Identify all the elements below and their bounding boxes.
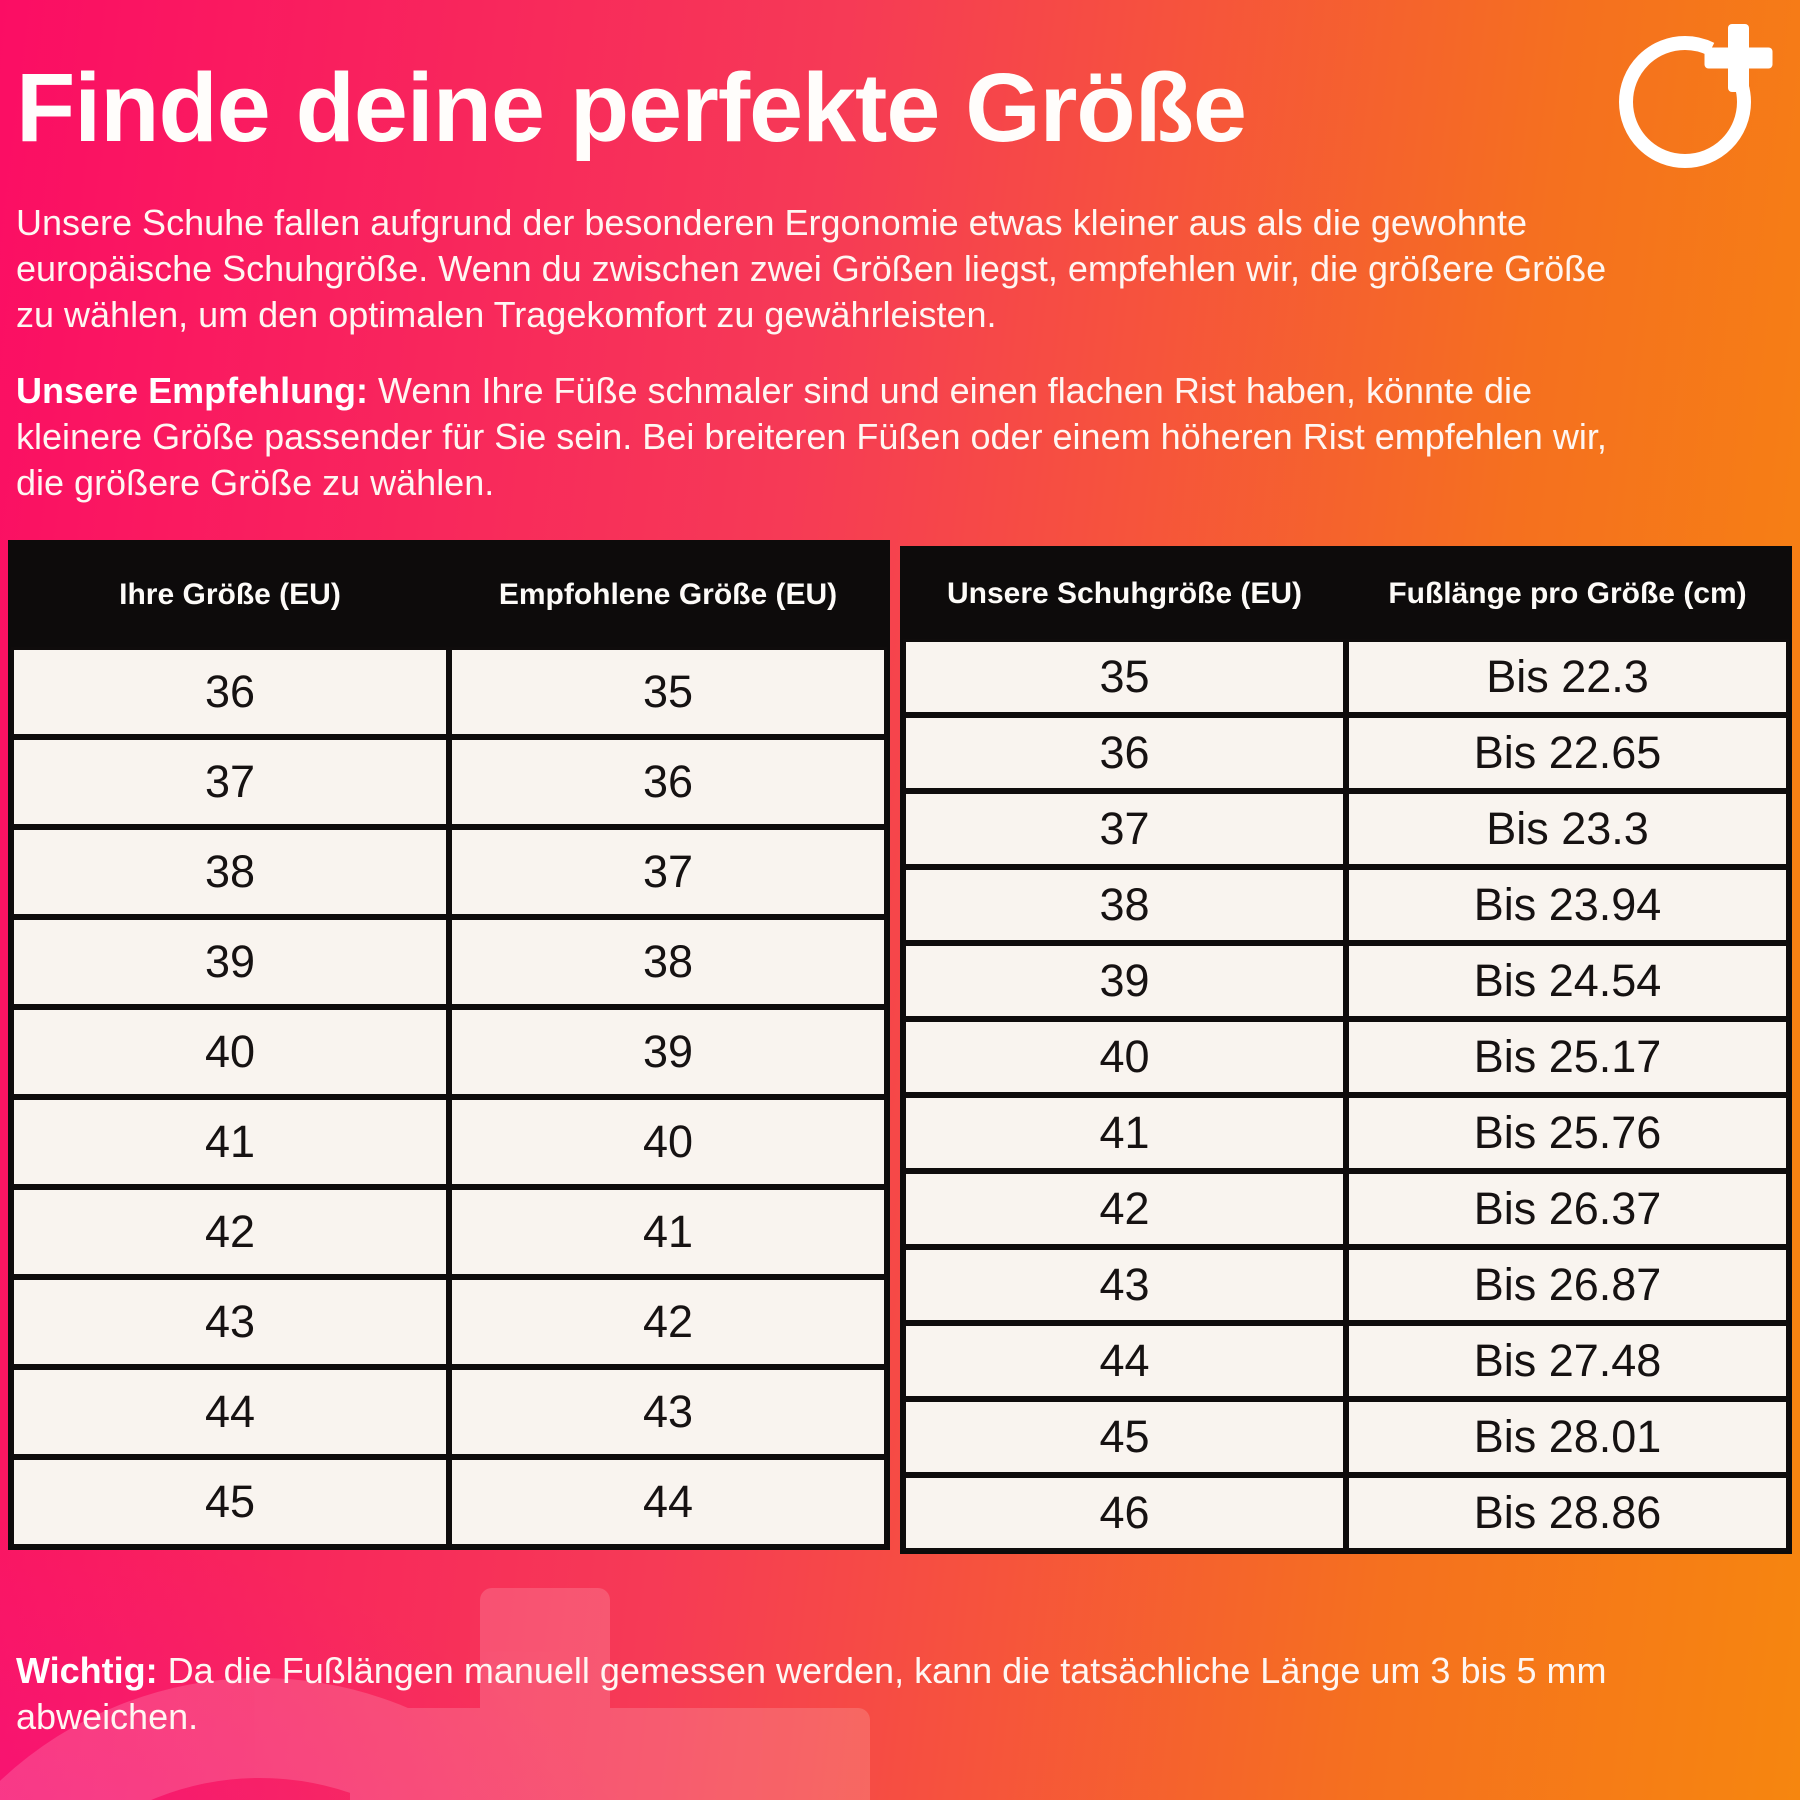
table-cell: Bis 22.65 — [1346, 715, 1789, 791]
table-cell: 44 — [11, 1367, 449, 1457]
column-header-our-shoe-size: Unsere Schuhgröße (EU) — [903, 549, 1346, 639]
table-row: 45 44 — [11, 1457, 887, 1547]
brand-watermark-circle-plus-icon — [0, 1588, 870, 1800]
table-cell: 44 — [449, 1457, 887, 1547]
table-row: 37 Bis 23.3 — [903, 791, 1789, 867]
table-row: 35 Bis 22.3 — [903, 639, 1789, 715]
foot-length-table-body: 35 Bis 22.3 36 Bis 22.65 37 Bis 23.3 38 Bis 23.… — [903, 639, 1789, 1551]
table-cell: 37 — [903, 791, 1346, 867]
table-cell: 41 — [449, 1187, 887, 1277]
table-row: 41 Bis 25.76 — [903, 1095, 1789, 1171]
brand-logo-circle-plus-icon — [1619, 24, 1773, 168]
column-header-foot-length: Fußlänge pro Größe (cm) — [1346, 549, 1789, 639]
intro-paragraph: Unsere Schuhe fallen aufgrund der besond… — [16, 202, 1607, 336]
table-cell: Bis 26.87 — [1346, 1247, 1789, 1323]
table-header-row: Unsere Schuhgröße (EU) Fußlänge pro Größ… — [903, 549, 1789, 639]
table-cell: Bis 25.17 — [1346, 1019, 1789, 1095]
table-cell: 45 — [11, 1457, 449, 1547]
table-header-row: Ihre Größe (EU) Empfohlene Größe (EU) — [11, 543, 887, 647]
size-conversion-table-head: Ihre Größe (EU) Empfohlene Größe (EU) — [11, 543, 887, 647]
table-cell: 42 — [903, 1171, 1346, 1247]
table-cell: Bis 23.94 — [1346, 867, 1789, 943]
table-cell: 37 — [11, 737, 449, 827]
table-cell: 42 — [449, 1277, 887, 1367]
table-row: 38 Bis 23.94 — [903, 867, 1789, 943]
table-cell: Bis 26.37 — [1346, 1171, 1789, 1247]
table-row: 36 Bis 22.65 — [903, 715, 1789, 791]
table-cell: 36 — [449, 737, 887, 827]
table-row: 39 Bis 24.54 — [903, 943, 1789, 1019]
table-cell: 43 — [449, 1367, 887, 1457]
table-row: 43 Bis 26.87 — [903, 1247, 1789, 1323]
foot-length-table-head: Unsere Schuhgröße (EU) Fußlänge pro Größ… — [903, 549, 1789, 639]
table-row: 46 Bis 28.86 — [903, 1475, 1789, 1551]
table-row: 40 Bis 25.17 — [903, 1019, 1789, 1095]
table-cell: Bis 28.86 — [1346, 1475, 1789, 1551]
table-row: 42 Bis 26.37 — [903, 1171, 1789, 1247]
table-cell: 36 — [903, 715, 1346, 791]
note-label: Wichtig: — [16, 1650, 158, 1691]
table-cell: 39 — [11, 917, 449, 1007]
size-conversion-table-body: 36 35 37 36 38 37 39 38 40 39 41 40 42 41 43 42 44 43 45 44 — [11, 647, 887, 1547]
table-cell: 45 — [903, 1399, 1346, 1475]
recommendation-text: Wenn Ihre Füße schmaler sind und einen f… — [16, 370, 1607, 504]
table-cell: 37 — [449, 827, 887, 917]
table-cell: 43 — [903, 1247, 1346, 1323]
table-cell: 39 — [903, 943, 1346, 1019]
table-cell: Bis 25.76 — [1346, 1095, 1789, 1171]
table-cell: 40 — [449, 1097, 887, 1187]
recommendation-paragraph: Unsere Empfehlung: Wenn Ihre Füße schmal… — [16, 368, 1646, 506]
table-row: 40 39 — [11, 1007, 887, 1097]
table-cell: 46 — [903, 1475, 1346, 1551]
table-row: 44 Bis 27.48 — [903, 1323, 1789, 1399]
table-cell: 38 — [11, 827, 449, 917]
table-cell: 38 — [449, 917, 887, 1007]
table-row: 42 41 — [11, 1187, 887, 1277]
recommendation-label: Unsere Empfehlung: — [16, 370, 369, 411]
table-cell: Bis 23.3 — [1346, 791, 1789, 867]
table-cell: 35 — [449, 647, 887, 737]
table-cell: 38 — [903, 867, 1346, 943]
table-cell: Bis 28.01 — [1346, 1399, 1789, 1475]
table-row: 39 38 — [11, 917, 887, 1007]
column-header-recommended-size: Empfohlene Größe (EU) — [449, 543, 887, 647]
table-cell: 43 — [11, 1277, 449, 1367]
note-text: Da die Fußlängen manuell gemessen werden… — [16, 1650, 1607, 1738]
table-row: 44 43 — [11, 1367, 887, 1457]
table-cell: 44 — [903, 1323, 1346, 1399]
table-cell: 41 — [903, 1095, 1346, 1171]
tables-section: Ihre Größe (EU) Empfohlene Größe (EU) 36… — [8, 540, 1792, 1554]
table-cell: 39 — [449, 1007, 887, 1097]
table-cell: 41 — [11, 1097, 449, 1187]
table-cell: 36 — [11, 647, 449, 737]
table-cell: 35 — [903, 639, 1346, 715]
table-cell: Bis 27.48 — [1346, 1323, 1789, 1399]
table-row: 41 40 — [11, 1097, 887, 1187]
size-conversion-table: Ihre Größe (EU) Empfohlene Größe (EU) 36… — [8, 540, 890, 1550]
table-cell: 40 — [11, 1007, 449, 1097]
table-row: 43 42 — [11, 1277, 887, 1367]
table-cell: Bis 24.54 — [1346, 943, 1789, 1019]
table-cell: Bis 22.3 — [1346, 639, 1789, 715]
table-row: 36 35 — [11, 647, 887, 737]
table-row: 38 37 — [11, 827, 887, 917]
table-row: 45 Bis 28.01 — [903, 1399, 1789, 1475]
table-row: 37 36 — [11, 737, 887, 827]
column-header-your-size: Ihre Größe (EU) — [11, 543, 449, 647]
table-cell: 40 — [903, 1019, 1346, 1095]
page-title: Finde deine perfekte Größe — [16, 53, 1247, 162]
note-paragraph: Wichtig: Da die Fußlängen manuell gemess… — [16, 1648, 1646, 1740]
foot-length-table: Unsere Schuhgröße (EU) Fußlänge pro Größ… — [900, 546, 1792, 1554]
table-cell: 42 — [11, 1187, 449, 1277]
